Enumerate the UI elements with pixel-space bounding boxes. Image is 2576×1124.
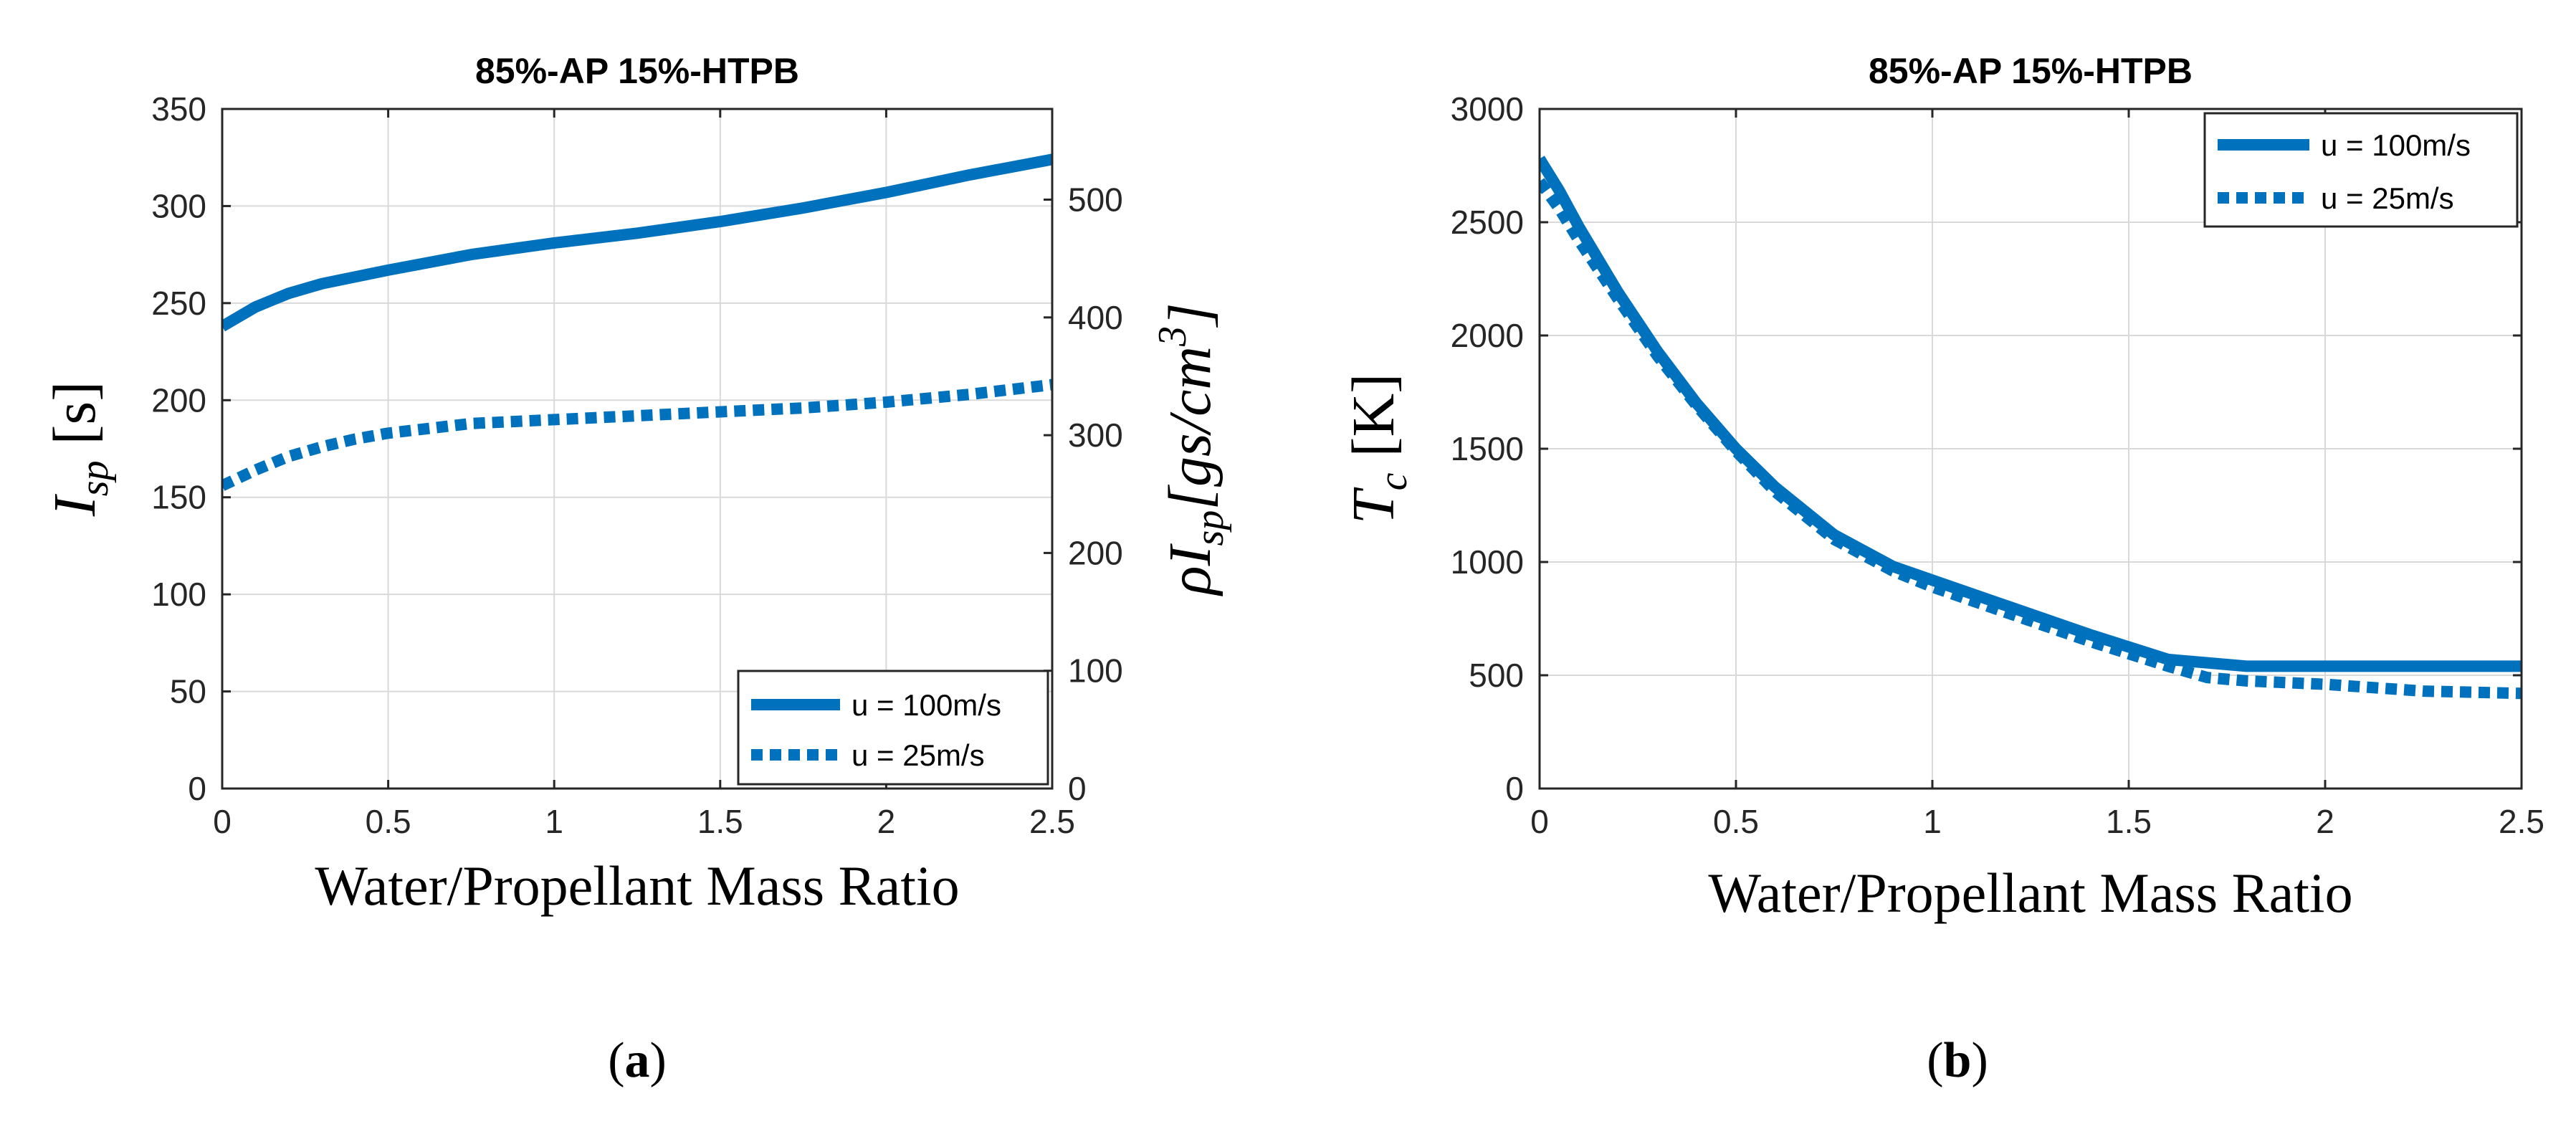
a-legend: u = 100m/s u = 25m/s <box>737 670 1049 786</box>
b-series-solid-line <box>1540 156 2522 672</box>
b-series <box>1540 156 2522 700</box>
a-right-label-sup: 3 <box>1150 326 1195 347</box>
b-x-tick-label: 1.5 <box>2106 803 2152 840</box>
a-y-tick-label: 150 <box>151 479 206 516</box>
a-x-axis-label: Water/Propellant Mass Ratio <box>315 854 959 917</box>
a-right-y-axis-label: ρIsp[gs/cm3] <box>1150 303 1232 596</box>
a-right-y-tick-label: 200 <box>1068 534 1123 571</box>
a-right-y-tick-label: 100 <box>1068 652 1123 690</box>
b-y-tick-label: 2000 <box>1451 317 1524 354</box>
a-x-tick-label: 0.5 <box>366 803 411 840</box>
b-legend-label-100: u = 100m/s <box>2321 128 2471 162</box>
b-y-label-base: T <box>1340 487 1407 524</box>
b-y-axis-label: Tc [K] <box>1340 373 1416 524</box>
b-x-tick-label: 2 <box>2316 803 2334 840</box>
a-x-tick-label: 2 <box>877 803 896 840</box>
a-legend-label-100: u = 100m/s <box>851 688 1001 722</box>
b-y-tick-label: 0 <box>1505 770 1524 807</box>
a-y-tick-label: 50 <box>170 673 206 710</box>
a-right-y-tick-label: 400 <box>1068 299 1123 336</box>
b-legend-label-25: u = 25m/s <box>2321 181 2454 215</box>
a-y-tick-label: 100 <box>151 576 206 613</box>
a-series <box>222 153 1052 491</box>
a-y-tick-label: 300 <box>151 187 206 224</box>
b-legend-box <box>2203 112 2519 228</box>
a-y-tick-label: 200 <box>151 381 206 419</box>
a-right-label-base: ρI <box>1157 543 1223 596</box>
b-y-label-sub: c <box>1371 472 1416 490</box>
a-caption-letter: a <box>625 1033 650 1088</box>
b-y-tick-label: 1500 <box>1451 430 1524 467</box>
b-series-dotted-line <box>1540 178 2522 700</box>
a-series-solid-line <box>222 153 1052 332</box>
a-x-tick-label: 0 <box>213 803 232 840</box>
a-x-tick-label: 1 <box>545 803 563 840</box>
b-y-label-unit: [K] <box>1340 373 1407 457</box>
b-chart-title: 85%-AP 15%-HTPB <box>1869 51 2193 91</box>
a-legend-box <box>737 670 1049 786</box>
a-right-y-tick-label: 500 <box>1068 181 1123 219</box>
b-legend: u = 100m/s u = 25m/s <box>2203 112 2519 228</box>
b-x-tick-label: 2.5 <box>2499 803 2544 840</box>
a-y-tick-label: 350 <box>151 90 206 128</box>
a-y-tick-label: 250 <box>151 285 206 322</box>
a-y-label-base: I <box>42 493 108 517</box>
b-x-tick-label: 0.5 <box>1713 803 1759 840</box>
a-x-tick-label: 2.5 <box>1029 803 1075 840</box>
b-caption: (b) <box>1927 1033 1988 1088</box>
a-right-label-sub: sp <box>1188 510 1232 546</box>
a-right-y-tick-label: 300 <box>1068 416 1123 454</box>
panel-a: 0 0.5 1 1.5 2 2.50501001502002503003500100200… <box>42 51 1232 1088</box>
a-right-label-close: ] <box>1157 303 1223 328</box>
a-legend-label-25: u = 25m/s <box>851 738 985 772</box>
b-ticks: 0 0.5 1 1.5 2 2.5 0 500 1000 1500 2000 2500 3000 <box>1451 90 2544 840</box>
panel-b: 0 0.5 1 1.5 2 2.5 0 500 1000 1500 2000 2500 3000 85%… <box>1340 51 2544 1088</box>
b-x-tick-label: 0 <box>1530 803 1549 840</box>
a-y-label-unit: [s] <box>42 381 108 445</box>
a-y-tick-label: 0 <box>188 770 206 807</box>
a-x-tick-label: 1.5 <box>697 803 743 840</box>
b-y-tick-label: 2500 <box>1451 204 1524 241</box>
b-y-tick-label: 500 <box>1469 657 1524 694</box>
b-x-axis-label: Water/Propellant Mass Ratio <box>1708 862 2352 924</box>
a-caption: (a) <box>608 1033 667 1088</box>
a-chart-title: 85%-AP 15%-HTPB <box>475 51 799 91</box>
a-ticks: 0 0.5 1 1.5 2 2.50501001502002503003500100200… <box>151 90 1123 840</box>
b-caption-letter: b <box>1944 1033 1972 1088</box>
b-y-tick-label: 3000 <box>1451 90 1524 128</box>
a-y-label-sub: sp <box>72 460 117 496</box>
b-x-tick-label: 1 <box>1923 803 1942 840</box>
a-right-y-tick-label: 0 <box>1068 770 1087 807</box>
a-y-axis-label: Isp [s] <box>42 381 117 517</box>
a-right-label-unit: [gs/cm <box>1157 346 1223 510</box>
a-series-dotted-line <box>222 378 1052 491</box>
a-plot-frame <box>221 108 1054 790</box>
b-y-tick-label: 1000 <box>1451 543 1524 581</box>
